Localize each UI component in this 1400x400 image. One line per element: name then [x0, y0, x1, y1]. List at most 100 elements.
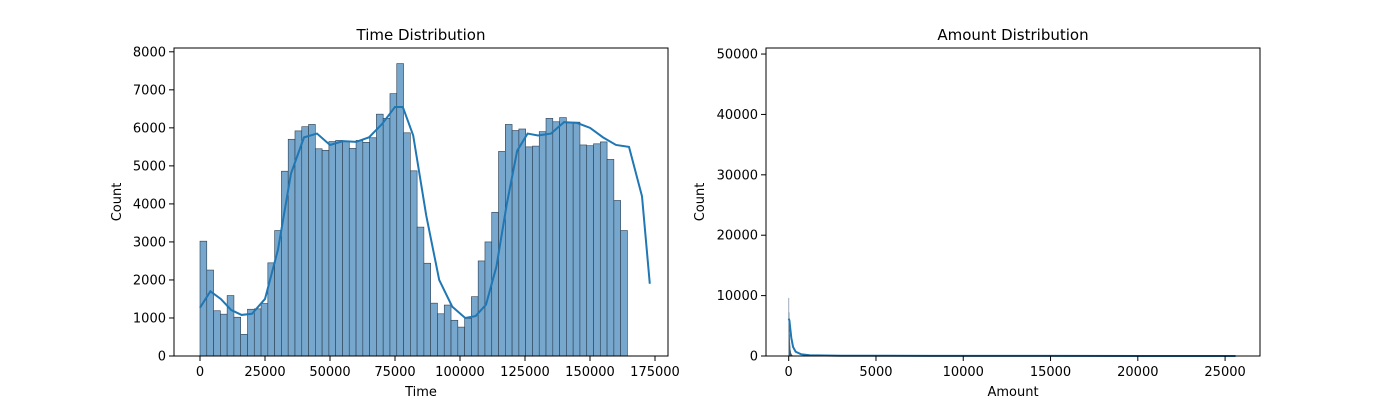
time-bars — [199, 63, 628, 357]
time-bar — [253, 308, 262, 357]
amount-y-tick-label: 40000 — [717, 108, 758, 123]
time-y-axis-label: Count — [110, 183, 125, 222]
amount-y-axis-label: Count — [693, 183, 708, 222]
time-bar — [369, 137, 377, 357]
time-bar — [260, 303, 269, 357]
time-bar — [321, 149, 330, 357]
time-bar — [294, 130, 303, 357]
time-bar — [213, 310, 221, 357]
time-bar — [315, 148, 323, 357]
time-x-tick-label: 100000 — [435, 365, 485, 380]
amount-y-tick-label: 0 — [750, 350, 758, 365]
time-bar — [376, 113, 384, 357]
time-bar — [599, 141, 608, 357]
time-y-tick-label: 2000 — [133, 273, 166, 288]
time-distribution-chart: Time Distribution 0 1000 2000 3000 4000 5000 6… — [110, 26, 680, 400]
time-y-tick-label: 6000 — [133, 121, 166, 136]
time-bar — [348, 148, 357, 357]
time-bar — [240, 334, 248, 357]
time-kde-line — [199, 105, 651, 320]
amount-distribution-chart: Amount Distribution 0 10000 20000 30000 4000… — [693, 26, 1261, 400]
time-x-axis-label: Time — [404, 385, 437, 400]
time-bar — [430, 302, 438, 357]
time-bar — [532, 145, 540, 357]
time-x-tick-label: 175000 — [630, 365, 680, 380]
time-bar — [593, 143, 601, 357]
time-bar — [491, 211, 499, 357]
time-bar — [586, 145, 594, 357]
time-bar — [518, 128, 526, 357]
time-bar — [355, 140, 364, 357]
amount-x-axis-label: Amount — [987, 385, 1038, 400]
amount-x-tick-label: 0 — [785, 365, 793, 380]
amount-chart-title: Amount Distribution — [937, 26, 1088, 44]
time-bar — [559, 117, 567, 357]
time-bar — [362, 142, 370, 357]
time-x-tick-label: 150000 — [565, 365, 615, 380]
time-bar — [335, 140, 343, 357]
amount-x-tick-label: 5000 — [859, 365, 892, 380]
amount-x-tick-label: 25000 — [1204, 365, 1245, 380]
amount-x-ticks: 0 5000 10000 15000 20000 25000 — [785, 356, 1246, 380]
time-bar — [505, 124, 513, 357]
time-bar — [423, 262, 431, 357]
time-bar — [403, 132, 411, 357]
time-y-tick-label: 0 — [158, 350, 166, 365]
time-x-tick-label: 0 — [196, 365, 204, 380]
amount-x-tick-label: 15000 — [1030, 365, 1071, 380]
time-bar — [220, 313, 228, 357]
amount-kde-line — [787, 318, 1236, 357]
time-bar — [206, 269, 214, 357]
amount-y-ticks: 0 10000 20000 30000 40000 50000 — [717, 48, 766, 365]
time-bar — [443, 304, 452, 357]
time-bar — [613, 200, 621, 357]
time-x-tick-label: 25000 — [244, 365, 285, 380]
time-bar — [572, 121, 581, 357]
time-bar — [389, 93, 398, 357]
time-x-ticks: 0 25000 50000 75000 100000 125000 150000 175000 — [196, 356, 680, 380]
time-x-tick-label: 75000 — [374, 365, 415, 380]
time-bar — [457, 326, 465, 357]
time-bar — [328, 141, 336, 357]
time-y-tick-label: 5000 — [133, 159, 166, 174]
time-y-tick-label: 3000 — [133, 235, 166, 250]
time-bar — [226, 295, 235, 357]
amount-y-tick-label: 20000 — [717, 229, 758, 244]
time-bar — [606, 159, 615, 357]
time-bar — [545, 118, 554, 357]
time-bar — [450, 319, 459, 357]
amount-x-tick-label: 10000 — [943, 365, 984, 380]
time-bar — [525, 146, 533, 357]
amount-x-tick-label: 20000 — [1117, 365, 1158, 380]
amount-plot-frame — [765, 47, 1261, 357]
time-bar — [342, 140, 350, 357]
time-bar — [552, 121, 560, 357]
time-bar — [538, 131, 547, 357]
time-x-tick-label: 125000 — [500, 365, 550, 380]
time-bar — [410, 170, 418, 357]
time-bar — [437, 313, 445, 357]
time-chart-title: Time Distribution — [356, 26, 486, 44]
time-bar — [382, 118, 391, 357]
time-bar — [566, 122, 574, 357]
amount-y-tick-label: 10000 — [717, 289, 758, 304]
time-bar — [416, 226, 425, 357]
time-bar — [247, 308, 255, 357]
time-y-tick-label: 7000 — [133, 83, 166, 98]
time-bar — [301, 126, 309, 357]
time-bar — [308, 124, 316, 357]
time-y-tick-label: 4000 — [133, 197, 166, 212]
time-y-ticks: 0 1000 2000 3000 4000 5000 6000 7000 8000 — [133, 45, 174, 365]
time-bar — [233, 316, 241, 357]
time-x-tick-label: 50000 — [309, 365, 350, 380]
time-y-tick-label: 1000 — [133, 311, 166, 326]
time-plot-frame — [173, 47, 669, 357]
time-y-tick-label: 8000 — [133, 45, 166, 60]
time-bar — [620, 230, 628, 357]
time-bar — [579, 144, 588, 357]
time-bar — [471, 296, 479, 357]
amount-y-tick-label: 30000 — [717, 168, 758, 183]
time-bar — [464, 318, 472, 357]
amount-y-tick-label: 50000 — [717, 48, 758, 63]
